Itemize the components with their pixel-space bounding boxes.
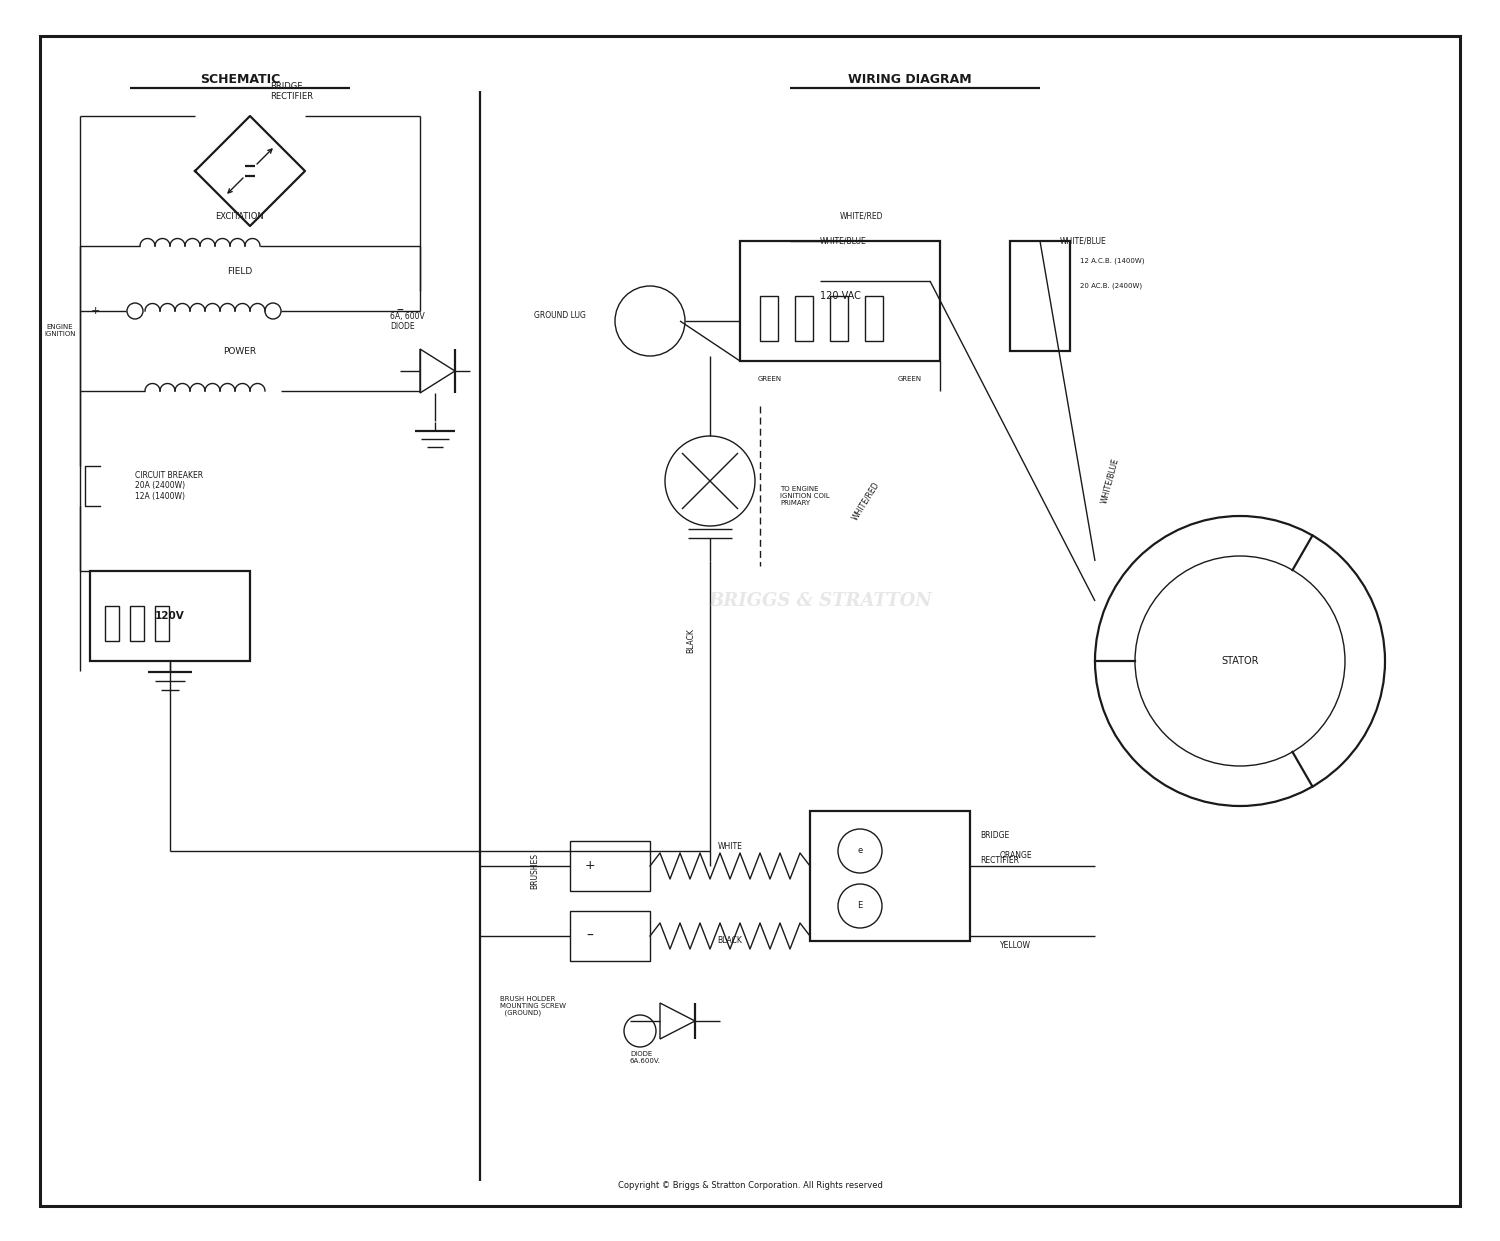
Bar	[570, 911, 650, 961]
Text: e: e	[858, 846, 862, 855]
Text: 12 A.C.B. (1400W): 12 A.C.B. (1400W)	[1080, 258, 1144, 264]
Text: ENGINE
IGNITION: ENGINE IGNITION	[45, 324, 75, 338]
Bar	[154, 606, 170, 642]
Text: BRUSHES: BRUSHES	[531, 853, 540, 889]
Text: WHITE/BLUE: WHITE/BLUE	[1100, 457, 1120, 505]
Text: –: –	[396, 304, 404, 318]
Text: ORANGE: ORANGE	[1000, 851, 1032, 860]
Text: WHITE/BLUE: WHITE/BLUE	[821, 237, 867, 246]
Bar	[865, 297, 883, 341]
Text: +: +	[585, 860, 596, 872]
Text: 120V: 120V	[154, 611, 184, 620]
Text: WHITE/RED: WHITE/RED	[850, 480, 880, 521]
Bar	[570, 841, 650, 891]
Bar	[1010, 241, 1070, 351]
Text: +: +	[90, 307, 99, 316]
Bar	[105, 606, 118, 642]
Bar	[810, 812, 970, 941]
Text: GREEN: GREEN	[758, 376, 782, 382]
Text: 20 AC.B. (2400W): 20 AC.B. (2400W)	[1080, 283, 1142, 289]
Bar	[90, 571, 251, 661]
Text: BLACK: BLACK	[717, 936, 742, 944]
Text: CIRCUIT BREAKER
20A (2400W)
12A (1400W): CIRCUIT BREAKER 20A (2400W) 12A (1400W)	[135, 472, 202, 501]
Text: Copyright © Briggs & Stratton Corporation. All Rights reserved: Copyright © Briggs & Stratton Corporatio…	[618, 1181, 882, 1190]
Text: FIELD: FIELD	[228, 267, 252, 276]
Text: –: –	[586, 930, 594, 943]
Text: POWER: POWER	[224, 347, 256, 356]
Text: WHITE/BLUE: WHITE/BLUE	[1060, 237, 1107, 246]
Text: 120 VAC: 120 VAC	[819, 290, 861, 302]
Text: BRIDGE
RECTIFIER: BRIDGE RECTIFIER	[270, 82, 314, 101]
Text: SCHEMATIC: SCHEMATIC	[200, 73, 280, 86]
Text: 6A, 600V
DIODE: 6A, 600V DIODE	[390, 311, 424, 331]
Text: GREEN: GREEN	[898, 376, 922, 382]
Bar	[760, 297, 778, 341]
Text: EXCITATION: EXCITATION	[216, 212, 264, 221]
Text: TO ENGINE
IGNITION COIL
PRIMARY: TO ENGINE IGNITION COIL PRIMARY	[780, 486, 830, 506]
Text: BRUSH HOLDER
MOUNTING SCREW
  (GROUND): BRUSH HOLDER MOUNTING SCREW (GROUND)	[500, 995, 566, 1016]
Text: STATOR: STATOR	[1221, 656, 1258, 666]
Text: YELLOW: YELLOW	[1000, 942, 1030, 951]
Text: BLACK: BLACK	[686, 628, 694, 654]
Text: RECTIFIER: RECTIFIER	[980, 856, 1018, 865]
Bar	[130, 606, 144, 642]
Text: BRIGGS & STRATTON: BRIGGS & STRATTON	[708, 592, 932, 611]
Text: DIODE
6A.600V.: DIODE 6A.600V.	[630, 1051, 662, 1064]
Text: WHITE: WHITE	[717, 841, 742, 851]
Text: GROUND LUG: GROUND LUG	[534, 311, 586, 320]
Bar	[830, 297, 848, 341]
Text: WHITE/RED: WHITE/RED	[840, 212, 884, 221]
Text: WIRING DIAGRAM: WIRING DIAGRAM	[847, 73, 972, 86]
Bar	[740, 241, 940, 361]
Text: E: E	[858, 901, 862, 911]
Bar	[795, 297, 813, 341]
Text: BRIDGE: BRIDGE	[980, 831, 1010, 840]
